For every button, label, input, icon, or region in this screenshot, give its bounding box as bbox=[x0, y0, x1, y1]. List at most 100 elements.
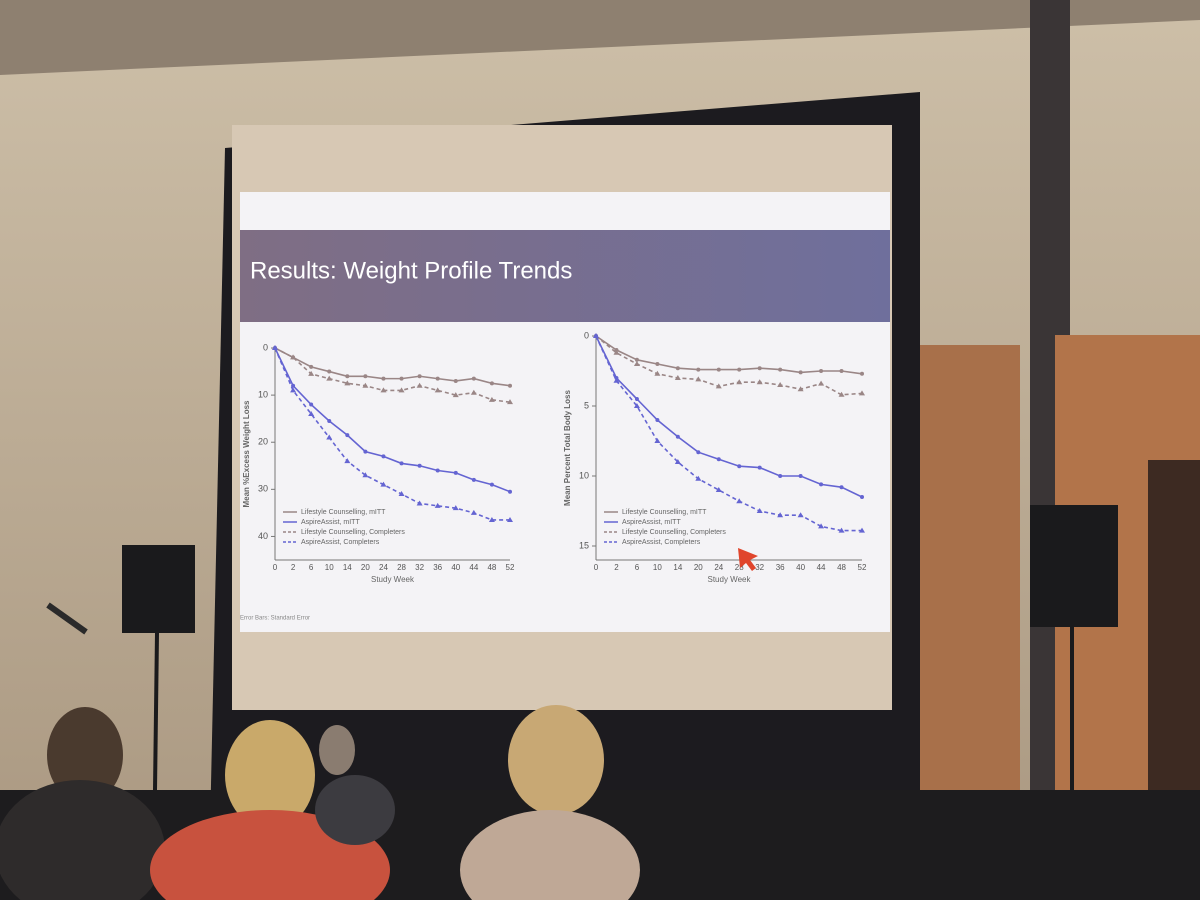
person-head bbox=[508, 705, 604, 815]
x-tick-label: 36 bbox=[433, 563, 442, 572]
point-marker bbox=[797, 386, 804, 392]
audience bbox=[0, 705, 1200, 900]
speaker bbox=[122, 545, 195, 633]
point-marker bbox=[507, 399, 513, 405]
point-marker bbox=[399, 461, 404, 466]
x-tick-label: 6 bbox=[309, 563, 314, 572]
point-marker bbox=[797, 512, 804, 518]
point-marker bbox=[674, 375, 681, 380]
x-tick-label: 48 bbox=[487, 563, 496, 572]
point-marker bbox=[860, 371, 864, 376]
y-tick-label: 30 bbox=[258, 484, 268, 494]
point-marker bbox=[675, 434, 680, 439]
x-tick-label: 52 bbox=[858, 563, 867, 572]
point-marker bbox=[345, 374, 350, 379]
point-marker bbox=[327, 369, 332, 374]
slide: Results: Weight Profile Trends Error Bar… bbox=[240, 192, 890, 632]
y-tick-label: 40 bbox=[258, 531, 268, 541]
point-marker bbox=[308, 410, 315, 416]
point-marker bbox=[655, 362, 660, 366]
x-tick-label: 20 bbox=[694, 563, 703, 572]
point-marker bbox=[674, 459, 681, 464]
person-head bbox=[47, 707, 123, 803]
x-tick-label: 10 bbox=[325, 563, 334, 572]
point-marker bbox=[756, 379, 763, 385]
point-marker bbox=[380, 387, 387, 393]
doorway bbox=[1148, 460, 1200, 840]
point-marker bbox=[695, 475, 702, 481]
x-tick-label: 52 bbox=[506, 563, 515, 572]
point-marker bbox=[655, 418, 660, 422]
series-line bbox=[274, 347, 511, 493]
series-line bbox=[595, 335, 862, 532]
point-marker bbox=[326, 375, 333, 381]
x-tick-label: 44 bbox=[817, 563, 826, 572]
point-marker bbox=[716, 457, 721, 462]
point-marker bbox=[756, 508, 763, 513]
point-marker bbox=[716, 367, 721, 372]
point-marker bbox=[345, 433, 350, 438]
point-marker bbox=[344, 380, 351, 386]
x-tick-label: 28 bbox=[397, 563, 406, 572]
point-marker bbox=[327, 419, 332, 424]
y-axis-label: Mean %Excess Weight Loss bbox=[242, 400, 251, 508]
point-marker bbox=[452, 392, 459, 398]
point-marker bbox=[309, 364, 314, 369]
point-marker bbox=[778, 367, 783, 372]
point-marker bbox=[489, 381, 494, 386]
x-tick-label: 0 bbox=[273, 563, 278, 572]
series-line bbox=[595, 335, 863, 375]
point-marker bbox=[818, 380, 825, 386]
point-marker bbox=[381, 376, 386, 381]
y-tick-label: 15 bbox=[579, 540, 589, 550]
point-marker bbox=[435, 376, 440, 381]
point-marker bbox=[798, 474, 803, 478]
person-body bbox=[315, 775, 395, 845]
footnote: Error Bars: Standard Error bbox=[240, 616, 310, 622]
point-marker bbox=[488, 516, 495, 522]
point-marker bbox=[737, 367, 742, 372]
point-marker bbox=[778, 474, 783, 478]
x-tick-label: 40 bbox=[796, 563, 805, 572]
legend-label: Lifestyle Counselling, mITT bbox=[622, 509, 707, 516]
point-marker bbox=[344, 458, 351, 464]
x-tick-label: 2 bbox=[291, 563, 296, 572]
x-tick-label: 48 bbox=[837, 563, 846, 572]
point-marker bbox=[757, 465, 762, 470]
point-marker bbox=[452, 505, 459, 511]
point-marker bbox=[434, 502, 441, 508]
x-tick-label: 24 bbox=[379, 563, 388, 572]
person-head bbox=[319, 725, 355, 775]
x-tick-label: 20 bbox=[361, 563, 370, 572]
point-marker bbox=[272, 345, 278, 350]
legend-label: AspireAssist, Completers bbox=[622, 539, 701, 546]
x-tick-label: 32 bbox=[415, 563, 424, 572]
series-line bbox=[274, 347, 511, 403]
x-tick-label: 10 bbox=[653, 563, 662, 572]
x-tick-label: 14 bbox=[343, 563, 352, 572]
person-head bbox=[225, 720, 315, 830]
y-tick-label: 5 bbox=[584, 400, 589, 410]
point-marker bbox=[613, 349, 620, 355]
point-marker bbox=[819, 369, 824, 373]
x-axis-label: Study Week bbox=[371, 575, 415, 584]
point-marker bbox=[453, 470, 458, 475]
point-marker bbox=[435, 468, 440, 473]
x-tick-label: 24 bbox=[714, 563, 723, 572]
point-marker bbox=[654, 370, 661, 376]
series-line bbox=[274, 347, 510, 521]
point-marker bbox=[613, 377, 620, 383]
point-marker bbox=[819, 482, 824, 487]
x-tick-label: 6 bbox=[635, 563, 640, 572]
point-marker bbox=[838, 527, 845, 533]
y-tick-label: 0 bbox=[263, 342, 268, 352]
point-marker bbox=[633, 403, 640, 408]
wood-panel bbox=[915, 345, 1020, 825]
x-tick-label: 2 bbox=[614, 563, 619, 572]
point-marker bbox=[471, 376, 476, 381]
cursor-arrow bbox=[738, 548, 758, 571]
legend-label: Lifestyle Counselling, Completers bbox=[301, 529, 405, 536]
point-marker bbox=[593, 333, 599, 338]
point-marker bbox=[757, 366, 762, 371]
